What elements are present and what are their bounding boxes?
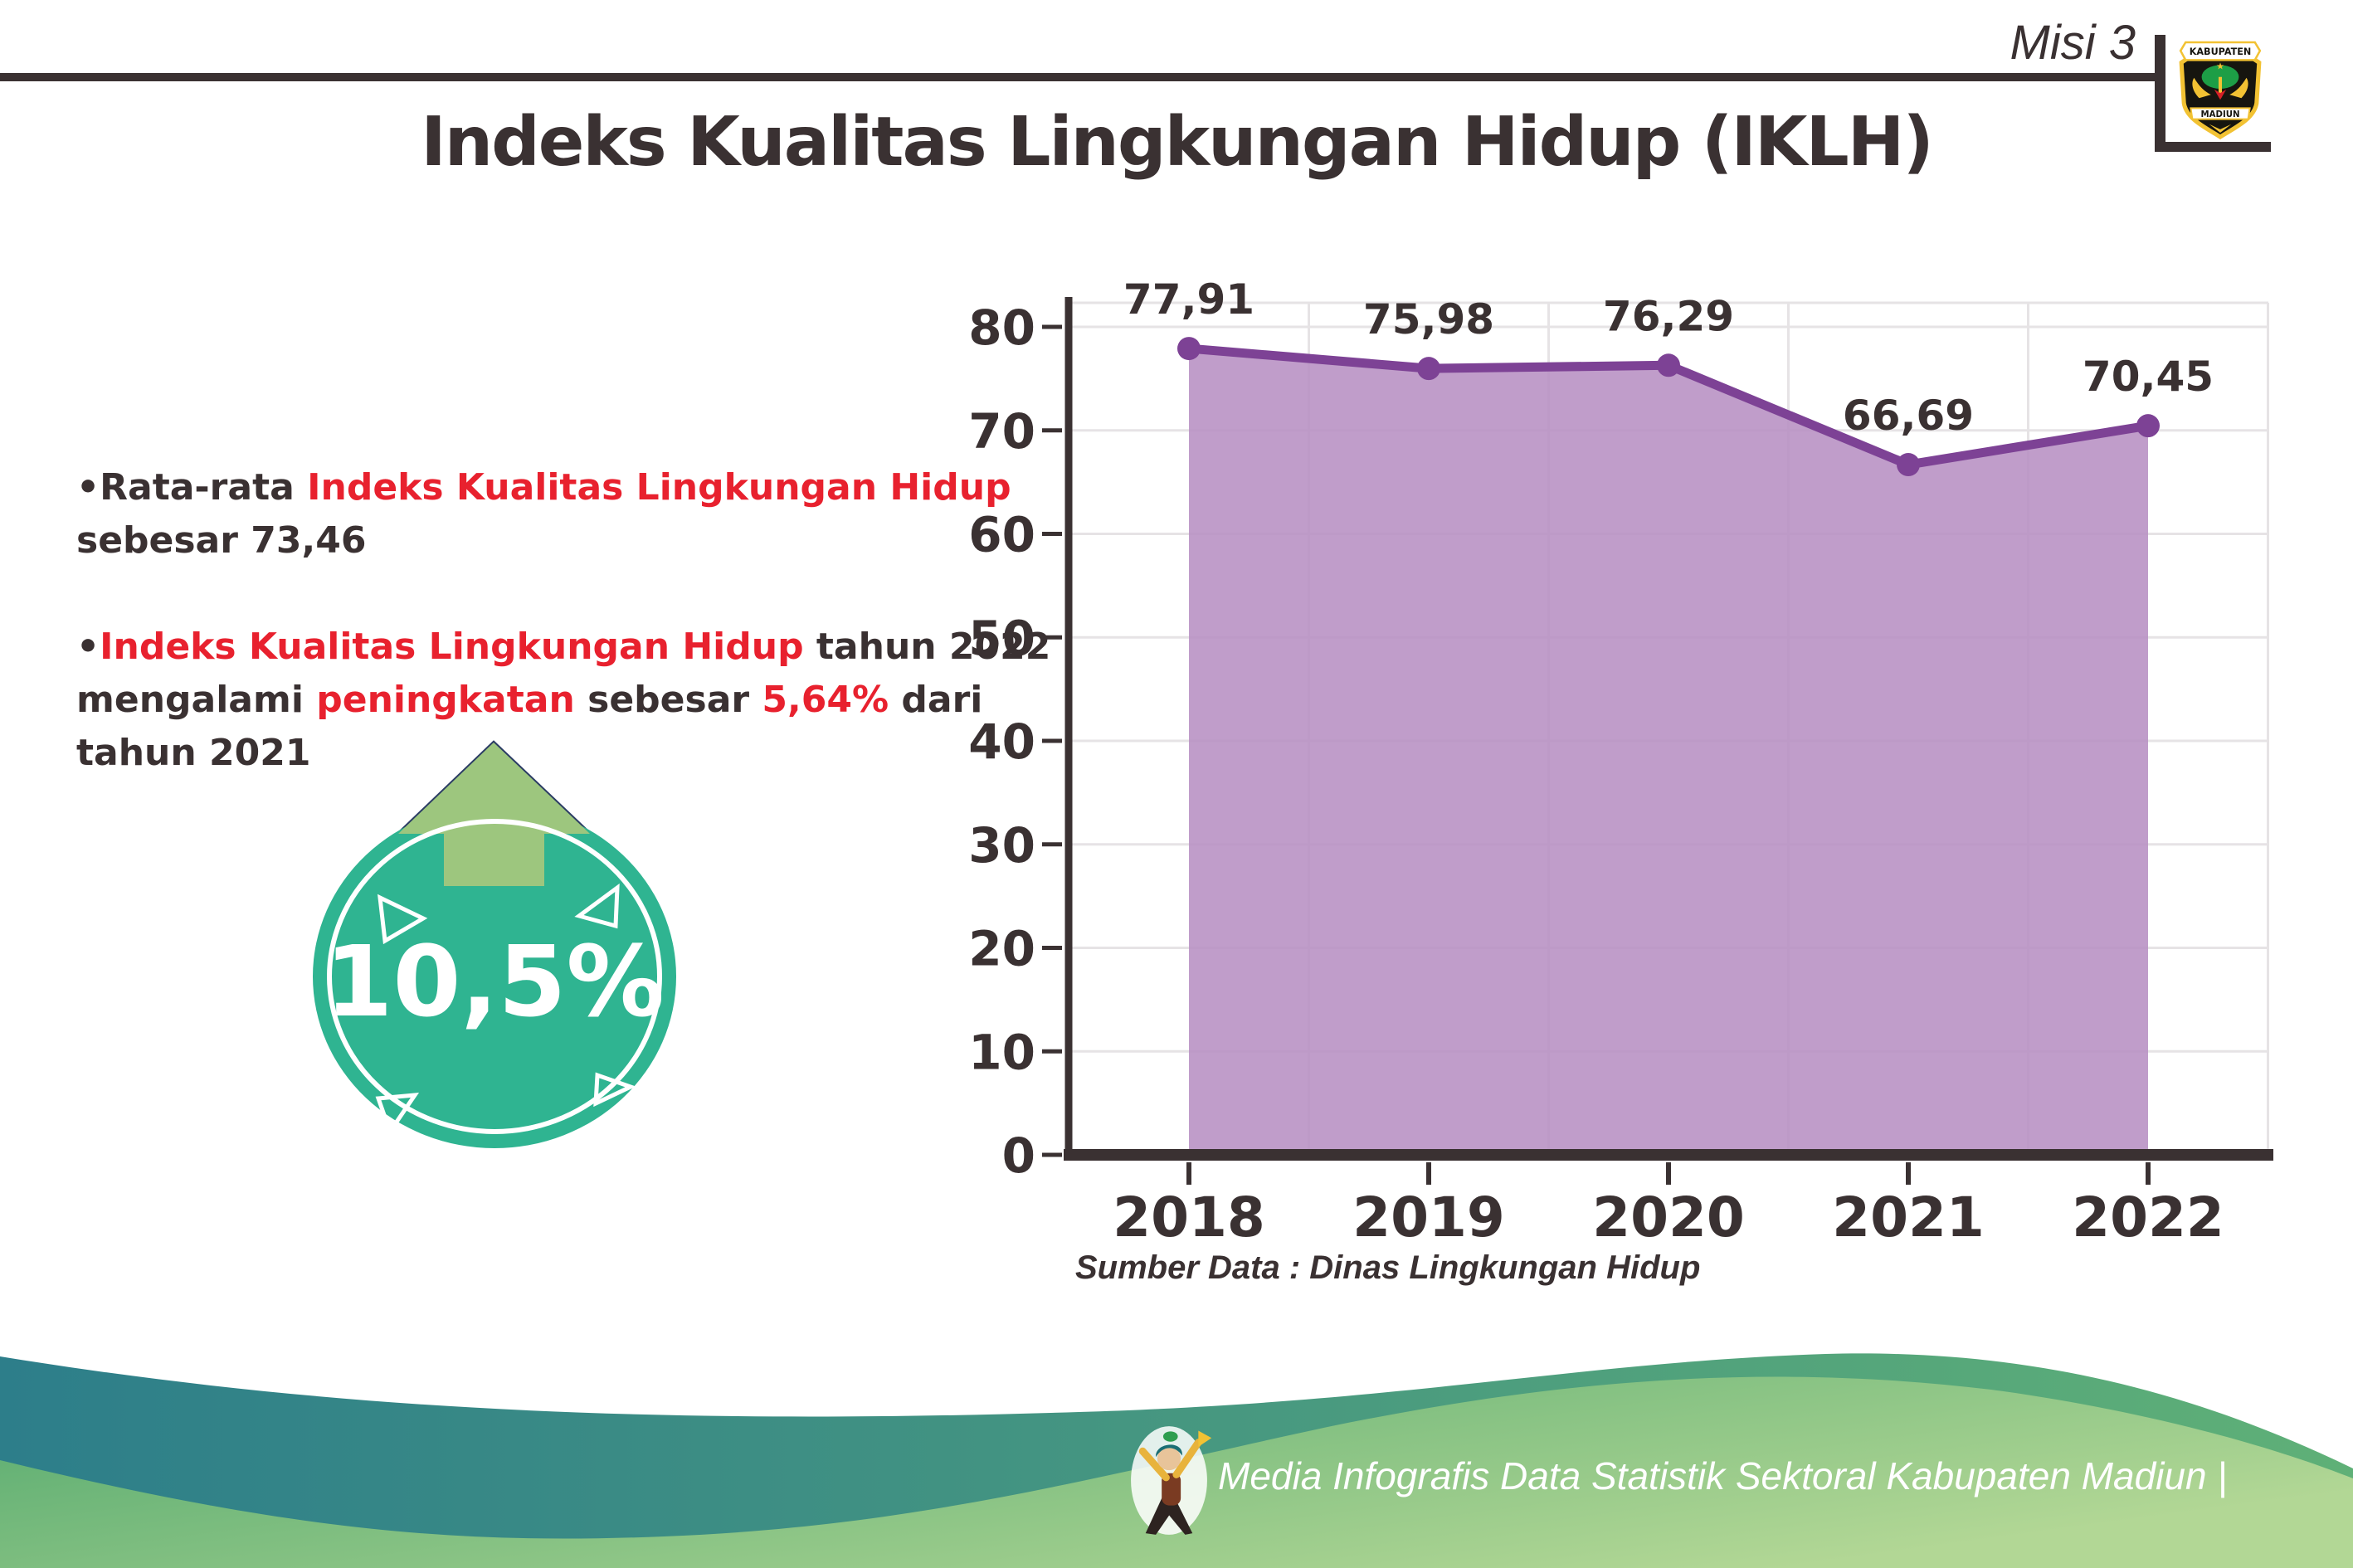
logo-banner-bottom xyxy=(2190,107,2251,120)
bullet-text-segment: sebesar xyxy=(574,679,762,721)
badge-spark-icon xyxy=(377,894,428,945)
kabupaten-madiun-logo: ★ KABUPATEN MADIUN xyxy=(2179,41,2262,140)
y-tick-label: 80 xyxy=(968,299,1035,356)
logo-tree-trunk xyxy=(2218,76,2223,98)
y-tick-label: 10 xyxy=(968,1024,1035,1080)
footer-caption: Media Infografis Data Statistik Sektoral… xyxy=(1218,1454,2228,1497)
y-tick-label: 30 xyxy=(968,817,1035,874)
logo-chevron-icon xyxy=(2209,124,2232,133)
logo-wing-left-icon xyxy=(2192,77,2211,99)
bullet-text-segment: peningkatan xyxy=(316,679,575,721)
increase-badge: 10,5% xyxy=(313,740,676,1148)
badge-circle xyxy=(313,805,676,1148)
bullet-text-segment: Indeks Kualitas Lingkungan Hidup xyxy=(307,466,1011,509)
bullet-item: •Rata-rata Indeks Kualitas Lingkungan Hi… xyxy=(76,461,1113,567)
bullet-text-segment: dari xyxy=(889,679,983,721)
data-label: 66,69 xyxy=(1843,392,1974,440)
bullet-text-segment: sebesar 73,46 xyxy=(76,519,367,562)
data-label: 76,29 xyxy=(1603,292,1734,340)
logo-star-icon: ★ xyxy=(2216,61,2224,72)
logo-banner-bottom-text: MADIUN xyxy=(2201,110,2240,119)
data-point xyxy=(1177,337,1201,361)
data-point xyxy=(1657,353,1680,377)
bullet-text-segment: tahun 2021 xyxy=(76,732,311,774)
logo-frame-vertical xyxy=(2155,35,2165,152)
key-findings-list: •Rata-rata Indeks Kualitas Lingkungan Hi… xyxy=(76,461,1113,780)
data-label: 75,98 xyxy=(1363,295,1494,343)
bullet-text-segment: •Rata-rata xyxy=(76,466,308,509)
bullet-text-segment: tahun 2022 xyxy=(803,626,1051,668)
x-tick-label: 2019 xyxy=(1352,1186,1505,1249)
badge-spark-icon xyxy=(375,1093,420,1137)
y-tick-label: 0 xyxy=(1002,1127,1035,1184)
logo-banner-top-text: KABUPATEN xyxy=(2190,46,2252,57)
mascot-icon xyxy=(1131,1426,1212,1535)
iklh-area-chart: 77,91 75,98 76,29 66,69 70,45 0 10 20 30 40 50 60 70… xyxy=(968,275,2273,1249)
y-tick-label: 40 xyxy=(968,713,1035,770)
data-point xyxy=(2136,414,2160,438)
x-tick-label: 2018 xyxy=(1113,1186,1265,1249)
logo-kris-icon xyxy=(2214,90,2227,100)
y-tick-label: 60 xyxy=(968,507,1035,563)
x-tick-label: 2021 xyxy=(1832,1186,1985,1249)
x-tick-label: 2020 xyxy=(1592,1186,1745,1249)
y-tick-label: 20 xyxy=(968,921,1035,977)
logo-frame-horizontal xyxy=(2155,142,2271,152)
bullet-text-segment: • xyxy=(76,626,100,668)
data-point xyxy=(1897,453,1920,477)
bullet-text-segment: 5,64% xyxy=(762,679,889,721)
badge-value: 10,5% xyxy=(324,924,664,1039)
arrow-up-icon xyxy=(398,743,590,886)
x-tick-label: 2022 xyxy=(2072,1186,2224,1249)
y-tick-label: 50 xyxy=(968,610,1035,666)
header-rule xyxy=(0,73,2155,81)
data-label: 77,91 xyxy=(1123,275,1254,324)
bullet-text-segment: Indeks Kualitas Lingkungan Hidup xyxy=(100,626,804,668)
data-label: 70,45 xyxy=(2083,353,2214,401)
y-tick-label: 70 xyxy=(968,403,1035,460)
logo-wing-right-icon xyxy=(2229,77,2248,99)
logo-banner-top xyxy=(2179,41,2262,61)
source-note: Sumber Data : Dinas Lingkungan Hidup xyxy=(1075,1249,1701,1286)
bullet-text-segment: mengalami xyxy=(76,679,317,721)
data-point xyxy=(1417,357,1440,381)
badge-spark-icon xyxy=(574,883,620,929)
area-fill xyxy=(1189,348,2148,1155)
badge-inner-ring xyxy=(327,819,662,1134)
page-title: Indeks Kualitas Lingkungan Hidup (IKLH) xyxy=(421,103,1934,182)
bullet-item: •Indeks Kualitas Lingkungan Hidup tahun … xyxy=(76,621,1113,780)
misi-label: Misi 3 xyxy=(2010,16,2136,70)
badge-spark-icon xyxy=(593,1072,636,1108)
